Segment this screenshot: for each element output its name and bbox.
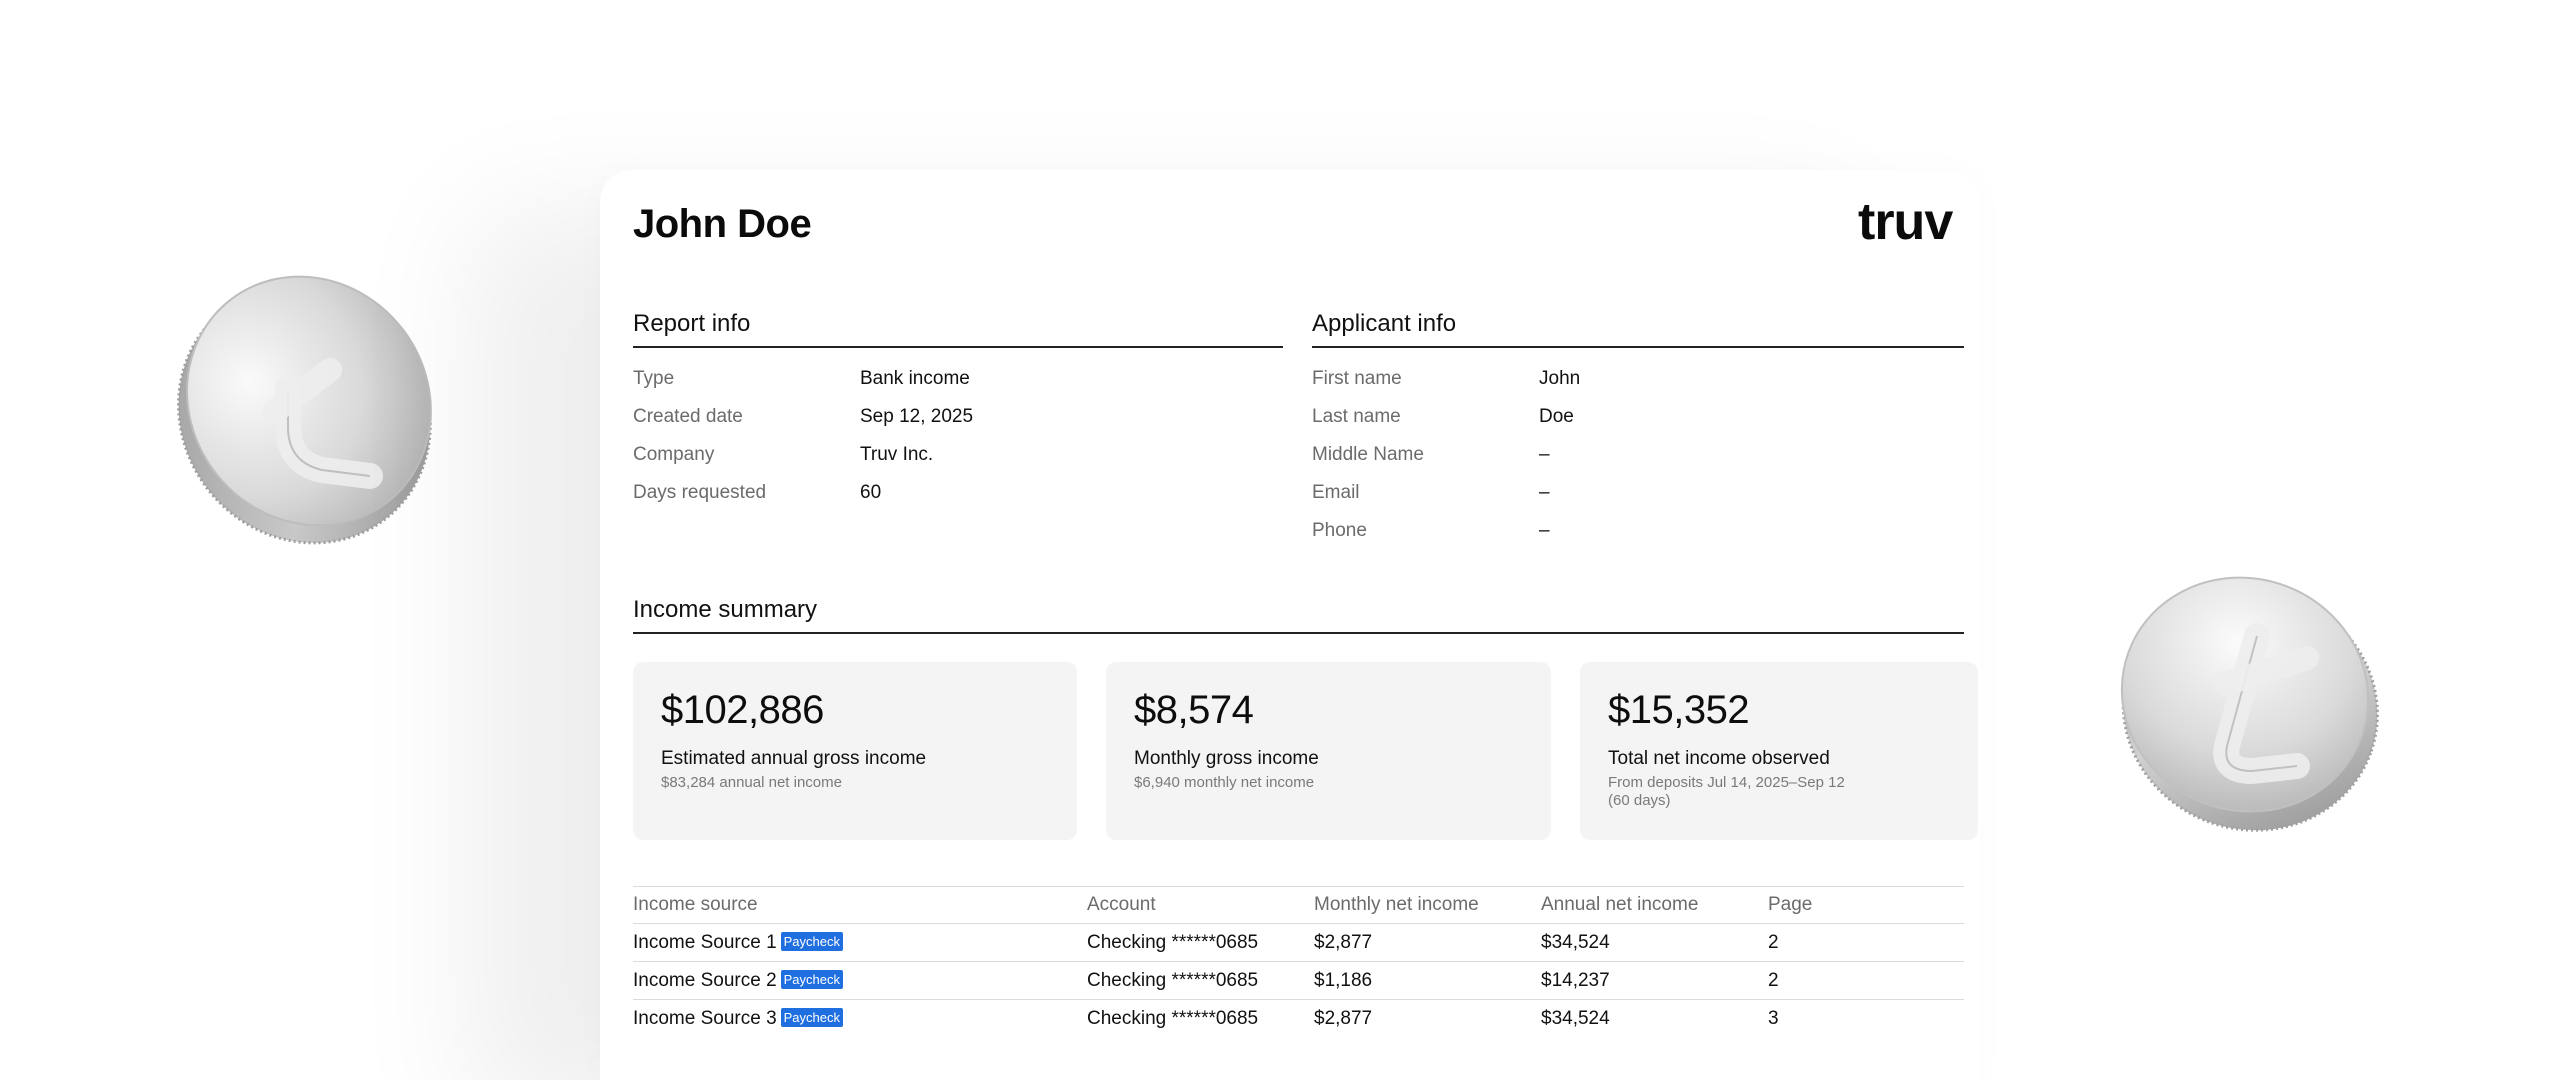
income-source-cell: Income Source 3 Paycheck — [633, 1000, 1087, 1038]
paycheck-badge: Paycheck — [780, 969, 844, 989]
account-cell: Checking ******0685 — [1087, 961, 1314, 1000]
applicant-info-section: Applicant info First name John Last name… — [1312, 310, 1964, 550]
report-info-row-company: Company Truv Inc. — [633, 436, 1283, 474]
applicant-row-phone: Phone – — [1312, 512, 1964, 550]
metric-subtext: $6,940 monthly net income — [1134, 774, 1315, 791]
metric-card-annual-gross: $102,886 Estimated annual gross income $… — [633, 662, 1077, 840]
income-report-card: John Doe truv Report info Type Bank inco… — [600, 170, 1980, 1080]
column-header-income-source: Income source — [633, 886, 1087, 924]
page-title: John Doe — [633, 202, 812, 246]
column-header-annual-net: Annual net income — [1541, 886, 1768, 924]
field-value: Truv Inc. — [860, 444, 934, 465]
metric-card-total-net: $15,352 Total net income observed From d… — [1580, 662, 1978, 840]
section-title: Report info — [633, 310, 1283, 348]
paycheck-badge: Paycheck — [780, 1007, 844, 1027]
income-source-cell: Income Source 2 Paycheck — [633, 961, 1087, 1000]
metric-value: $15,352 — [1608, 688, 1750, 732]
report-info-row-type: Type Bank income — [633, 360, 1283, 398]
account-cell: Checking ******0685 — [1087, 1007, 1259, 1029]
truv-logo: truv — [1858, 193, 1953, 251]
monthly-net-cell: $2,877 — [1314, 1007, 1373, 1029]
field-label: Middle Name — [1312, 444, 1424, 465]
income-sources-table: Income source Account Monthly net income… — [633, 886, 1964, 1037]
field-value: – — [1539, 520, 1550, 541]
page-cell: 2 — [1768, 923, 1964, 962]
field-label: Last name — [1312, 406, 1401, 427]
section-title: Income summary — [633, 596, 1964, 634]
metric-subtext: From deposits Jul 14, 2025–Sep 12 (60 da… — [1608, 774, 1845, 809]
applicant-row-middle-name: Middle Name – — [1312, 436, 1964, 474]
page-cell: 2 — [1768, 961, 1964, 1000]
report-info-row-days-requested: Days requested 60 — [633, 474, 1283, 512]
income-source-name: Income Source 2 — [633, 969, 777, 991]
field-label: Phone — [1312, 520, 1367, 541]
applicant-row-last-name: Last name Doe — [1312, 398, 1964, 436]
metric-subtext: $83,284 annual net income — [661, 774, 842, 791]
page-cell: 3 — [1768, 1007, 1779, 1029]
applicant-row-email: Email – — [1312, 474, 1964, 512]
field-value: Doe — [1539, 406, 1574, 427]
metric-card-monthly-gross: $8,574 Monthly gross income $6,940 month… — [1106, 662, 1551, 840]
income-source-cell: Income Source 1 Paycheck — [633, 923, 1087, 962]
field-value: – — [1539, 482, 1550, 503]
monthly-net-cell: $1,186 — [1314, 961, 1541, 1000]
field-value: 60 — [860, 482, 882, 503]
field-label: First name — [1312, 368, 1402, 389]
paycheck-badge: Paycheck — [780, 931, 844, 951]
applicant-row-first-name: First name John — [1312, 360, 1964, 398]
annual-net-cell: $34,524 — [1541, 923, 1768, 962]
metric-label: Monthly gross income — [1134, 748, 1319, 769]
table-header-row: Income source Account Monthly net income… — [633, 886, 1964, 924]
truv-coin-icon — [177, 275, 432, 545]
field-label: Created date — [633, 406, 743, 427]
income-summary-section: Income summary — [633, 596, 1964, 634]
annual-net-cell: $14,237 — [1541, 961, 1768, 1000]
field-label: Company — [633, 444, 715, 465]
field-value: John — [1539, 368, 1581, 389]
income-source-name: Income Source 3 — [633, 1007, 777, 1029]
truv-coin-icon — [2120, 576, 2379, 832]
column-header-monthly-net: Monthly net income — [1314, 886, 1541, 924]
metric-value: $102,886 — [661, 688, 824, 732]
table-row: Income Source 2 Paycheck Checking ******0… — [633, 961, 1964, 1000]
field-label: Email — [1312, 482, 1360, 503]
income-source-name: Income Source 1 — [633, 931, 777, 953]
field-value: Bank income — [860, 368, 970, 389]
annual-net-cell: $34,524 — [1541, 1007, 1610, 1029]
table-row: Income Source 1 Paycheck Checking ******0… — [633, 923, 1964, 962]
metric-value: $8,574 — [1134, 688, 1254, 732]
report-info-section: Report info Type Bank income Created dat… — [633, 310, 1283, 512]
metric-label: Total net income observed — [1608, 748, 1830, 769]
monthly-net-cell: $2,877 — [1314, 923, 1541, 962]
section-title: Applicant info — [1312, 310, 1964, 348]
account-cell: Checking ******0685 — [1087, 923, 1314, 962]
field-value: Sep 12, 2025 — [860, 406, 974, 427]
field-value: – — [1539, 444, 1550, 465]
field-label: Type — [633, 368, 675, 389]
column-header-account: Account — [1087, 886, 1314, 924]
field-label: Days requested — [633, 482, 767, 503]
table-row: Income Source 3 Paycheck Checking ******0… — [633, 1000, 1964, 1038]
report-info-row-created-date: Created date Sep 12, 2025 — [633, 398, 1283, 436]
column-header-page: Page — [1768, 886, 1964, 924]
metric-label: Estimated annual gross income — [661, 748, 927, 769]
